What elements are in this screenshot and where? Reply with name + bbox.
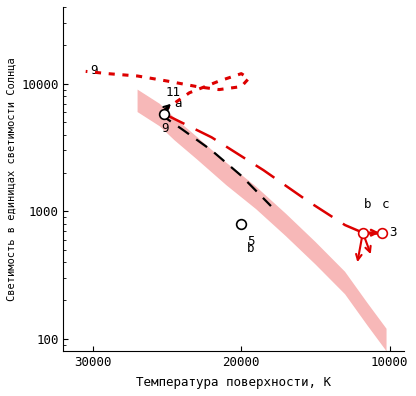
Text: a: a — [175, 97, 182, 110]
Text: b: b — [364, 198, 371, 211]
Text: 3: 3 — [389, 226, 397, 239]
Text: 5: 5 — [247, 235, 255, 248]
Text: b: b — [246, 242, 254, 255]
Polygon shape — [138, 89, 386, 351]
Y-axis label: Светимость в единицах светимости Солнца: Светимость в единицах светимости Солнца — [7, 57, 17, 301]
X-axis label: Температура поверхности, К: Температура поверхности, К — [136, 376, 332, 389]
Text: 9: 9 — [161, 122, 169, 135]
Text: c: c — [381, 198, 389, 211]
Text: 9: 9 — [90, 64, 98, 76]
Text: 11: 11 — [166, 86, 181, 99]
